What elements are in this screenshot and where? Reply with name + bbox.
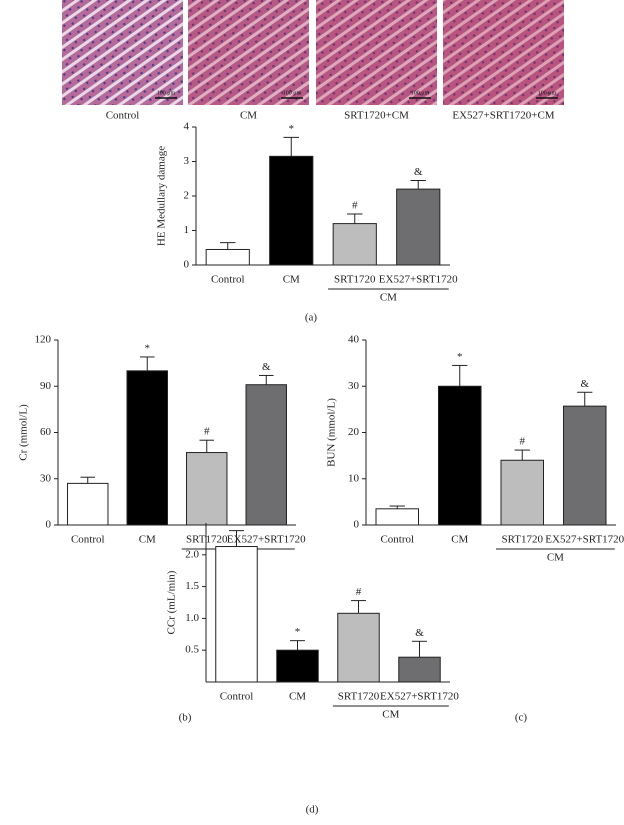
x-tick-label: CM <box>139 534 156 546</box>
bar <box>186 452 228 526</box>
y-tick-label: 1 <box>184 224 190 236</box>
bar <box>332 223 377 266</box>
image-label: EX527+SRT1720+CM <box>452 110 554 122</box>
significance-mark: * <box>295 626 301 638</box>
group-label: CM <box>547 552 564 564</box>
y-tick-label: 0.5 <box>185 644 199 656</box>
group-label: CM <box>382 709 399 721</box>
stain-overlay <box>316 0 437 105</box>
y-tick-label: 0 <box>184 259 190 271</box>
bar <box>126 370 168 526</box>
x-tick-label: EX527+SRT1720 <box>545 534 624 546</box>
y-tick-label: 120 <box>35 334 52 346</box>
panel-label: (c) <box>515 712 528 724</box>
x-tick-label: Control <box>211 274 245 286</box>
bar <box>276 649 319 683</box>
significance-mark: * <box>289 123 295 135</box>
bar <box>375 508 419 526</box>
histology-image <box>443 0 564 105</box>
x-tick-label: SRT1720 <box>338 691 380 703</box>
y-tick-label: 10 <box>348 472 360 484</box>
y-tick-label: 60 <box>40 426 52 438</box>
significance-mark: & <box>262 361 271 373</box>
image-label: SRT1720+CM <box>344 110 409 122</box>
x-tick-label: EX527+SRT1720 <box>379 274 458 286</box>
x-tick-label: Control <box>220 691 254 703</box>
y-tick-label: 4 <box>184 121 190 133</box>
x-tick-label: CM <box>289 691 306 703</box>
y-tick-label: 2 <box>184 190 190 202</box>
x-tick-label: SRT1720 <box>186 534 228 546</box>
scale-label: 100 μm <box>538 90 557 96</box>
y-tick-label: 30 <box>348 380 360 392</box>
bar <box>67 482 109 526</box>
bar <box>396 188 441 266</box>
scale-label: 100 μm <box>283 90 302 96</box>
significance-mark: * <box>457 351 463 363</box>
y-axis-label: BUN (mmol/L) <box>326 398 338 467</box>
y-tick-label: 2.0 <box>185 548 199 560</box>
y-axis-label: CCr (mL/min) <box>166 570 178 634</box>
x-tick-label: CM <box>283 274 300 286</box>
bar <box>215 546 258 683</box>
group-label: CM <box>380 292 397 304</box>
significance-mark: & <box>415 627 424 639</box>
scale-label: 100 μm <box>411 90 430 96</box>
significance-mark: * <box>145 342 151 354</box>
y-tick-label: 1.0 <box>185 612 199 624</box>
y-axis-label: HE Medullary damage <box>156 146 168 246</box>
significance-mark: & <box>414 166 423 178</box>
bar <box>500 459 544 526</box>
y-tick-label: 90 <box>40 380 52 392</box>
y-axis-label: Cr (mmol/L) <box>18 404 30 461</box>
bar <box>269 155 314 266</box>
stain-overlay <box>443 0 564 105</box>
significance-mark: & <box>580 378 589 390</box>
image-label: CM <box>240 110 257 122</box>
y-tick-label: 0 <box>354 519 360 531</box>
scale-label: 100 μm <box>157 90 176 96</box>
bar <box>563 405 607 526</box>
bar <box>337 612 380 683</box>
y-tick-label: 0 <box>46 519 52 531</box>
x-tick-label: EX527+SRT1720 <box>380 691 459 703</box>
bar <box>205 248 250 266</box>
histology-image <box>316 0 437 105</box>
panel-label: (d) <box>306 804 319 816</box>
x-tick-label: SRT1720 <box>501 534 543 546</box>
y-tick-label: 1.5 <box>185 580 199 592</box>
bar <box>438 385 482 526</box>
x-tick-label: Control <box>380 534 414 546</box>
panel-label: (a) <box>305 312 318 324</box>
stain-overlay <box>188 0 309 105</box>
significance-mark: # <box>520 436 526 448</box>
image-label: Control <box>106 110 140 122</box>
significance-mark: # <box>204 426 210 438</box>
x-tick-label: Control <box>71 534 105 546</box>
y-tick-label: 30 <box>40 472 52 484</box>
bar <box>245 384 287 526</box>
y-tick-label: 40 <box>348 334 360 346</box>
y-tick-label: 3 <box>184 155 190 167</box>
x-tick-label: EX527+SRT1720 <box>227 534 306 546</box>
bar <box>398 656 441 683</box>
significance-mark: # <box>352 199 358 211</box>
y-tick-label: 20 <box>348 426 360 438</box>
panel-label: (b) <box>179 712 192 724</box>
histology-image <box>188 0 309 105</box>
histology-image <box>62 0 183 105</box>
x-tick-label: CM <box>451 534 468 546</box>
x-tick-label: SRT1720 <box>334 274 376 286</box>
significance-mark: # <box>356 586 362 598</box>
